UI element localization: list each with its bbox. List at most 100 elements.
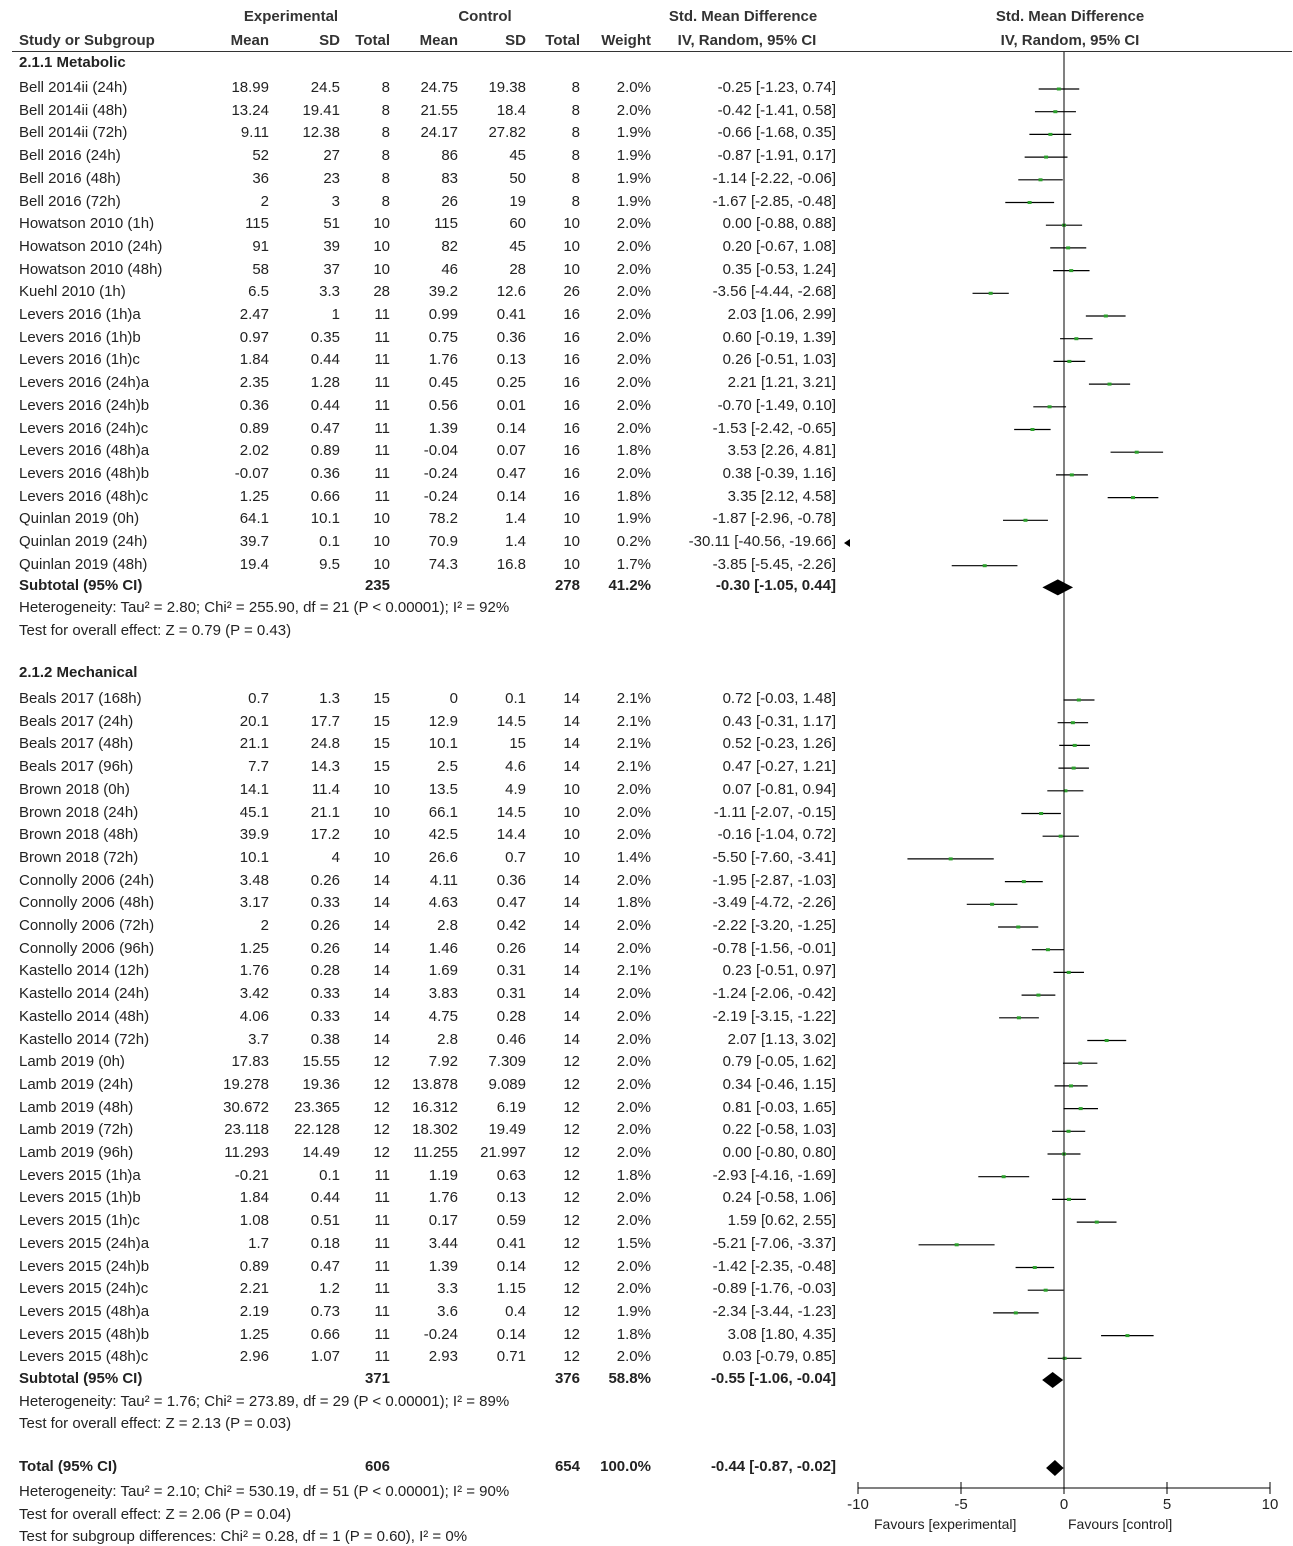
ci-value: -0.66 [-1.68, 0.35]	[717, 124, 836, 142]
exp-total: 10	[373, 510, 390, 528]
point-estimate	[1134, 450, 1139, 454]
ctrl-total: 278	[554, 577, 580, 595]
ctrl-total: 16	[563, 442, 580, 460]
ctrl-total: 14	[563, 894, 580, 912]
weight-value: 2.0%	[616, 1098, 651, 1116]
exp-sd: 37	[323, 260, 340, 278]
ctrl-mean: 78.2	[428, 510, 458, 528]
study-name: Connolly 2006 (96h)	[19, 939, 155, 957]
exp-mean: 45.1	[239, 803, 269, 821]
exp-sd: 3	[331, 192, 340, 210]
weight-value: 1.8%	[616, 1325, 651, 1343]
point-estimate	[1023, 518, 1028, 522]
ctrl-sd: 21.997	[480, 1144, 526, 1161]
ctrl-mean: 86	[441, 147, 458, 165]
exp-total: 28	[373, 283, 390, 301]
exp-total: 11	[374, 328, 390, 346]
exp-total: 10	[373, 237, 390, 255]
weight-value: 2.0%	[616, 464, 651, 482]
ctrl-total: 14	[563, 985, 580, 1003]
ctrl-total: 10	[563, 533, 580, 550]
header-std-mean-diff: Std. Mean Difference	[668, 8, 818, 25]
ctrl-total: 16	[563, 374, 580, 392]
ctrl-mean: 0	[449, 690, 458, 707]
ctrl-total: 10	[563, 215, 580, 233]
ctrl-sd: 12.6	[496, 283, 526, 301]
exp-mean: 1.84	[239, 1189, 269, 1207]
study-name: Connolly 2006 (24h)	[19, 871, 155, 889]
header-ctrl-total: Total	[545, 32, 580, 49]
weight-value: 1.4%	[616, 848, 651, 866]
ctrl-sd: 0.28	[496, 1007, 526, 1025]
ctrl-total: 8	[571, 124, 580, 142]
ctrl-total: 14	[563, 871, 580, 889]
ctrl-mean: 0.99	[428, 306, 458, 323]
exp-mean: 1.25	[239, 939, 269, 957]
point-estimate	[1056, 87, 1061, 91]
exp-sd: 14.49	[302, 1144, 340, 1161]
exp-mean: 39.9	[239, 826, 269, 844]
study-name: Levers 2016 (48h)b	[19, 464, 150, 482]
weight-value: 2.0%	[616, 803, 651, 821]
exp-total: 10	[373, 780, 390, 798]
exp-total: 15	[373, 758, 390, 776]
ctrl-mean: 82	[441, 237, 458, 255]
weight-value: 2.0%	[616, 419, 651, 437]
exp-mean: 52	[252, 147, 269, 165]
ci-value: -1.14 [-2.22, -0.06]	[712, 169, 836, 187]
exp-total: 11	[374, 1212, 390, 1230]
ctrl-total: 12	[563, 1098, 580, 1116]
exp-sd: 1.2	[319, 1280, 340, 1298]
exp-mean: 2	[260, 917, 269, 934]
ctrl-mean: 1.39	[428, 1257, 458, 1275]
x-axis-tick-label: 5	[1162, 1496, 1172, 1513]
study-name: Bell 2014ii (48h)	[19, 101, 128, 119]
ctrl-total: 14	[563, 1030, 580, 1048]
exp-sd: 9.5	[319, 555, 340, 573]
ci-value: 0.38 [-0.39, 1.16]	[722, 464, 836, 482]
summary-label: Subtotal (95% CI)	[19, 577, 143, 595]
ctrl-sd: 27.82	[488, 124, 526, 142]
ctrl-total: 12	[563, 1302, 580, 1320]
exp-mean: 4.06	[239, 1007, 269, 1025]
ci-value: 0.52 [-0.23, 1.26]	[722, 735, 836, 753]
ctrl-sd: 1.4	[505, 510, 526, 528]
exp-sd: 24.8	[310, 735, 340, 753]
ctrl-sd: 19	[509, 192, 526, 210]
study-name: Quinlan 2019 (24h)	[19, 533, 148, 550]
exp-total: 15	[373, 735, 390, 753]
ci-value: 2.21 [1.21, 3.21]	[727, 374, 836, 392]
ci-value: 0.22 [-0.58, 1.03]	[722, 1121, 836, 1139]
study-name: Kastello 2014 (48h)	[19, 1007, 150, 1025]
header-plot-title: Std. Mean Difference	[995, 8, 1145, 25]
study-name: Brown 2018 (0h)	[19, 780, 130, 798]
ctrl-total: 16	[563, 487, 580, 505]
weight-value: 2.0%	[616, 396, 651, 414]
study-name: Levers 2015 (48h)c	[19, 1348, 149, 1366]
study-name: Brown 2018 (48h)	[19, 826, 139, 844]
header-control: Control	[458, 8, 512, 25]
header-exp-sd: SD	[319, 32, 340, 49]
exp-mean: 1.76	[239, 962, 269, 980]
ctrl-mean: -0.24	[423, 487, 458, 505]
exp-total: 14	[373, 1030, 390, 1048]
point-estimate	[1027, 201, 1032, 204]
exp-sd: 12.38	[302, 124, 340, 142]
heterogeneity-text: Heterogeneity: Tau² = 1.76; Chi² = 273.8…	[19, 1393, 510, 1410]
point-estimate	[1125, 1334, 1130, 1338]
study-name: Levers 2015 (1h)c	[19, 1212, 140, 1230]
study-name: Kastello 2014 (12h)	[19, 962, 150, 980]
ctrl-mean: 10.1	[428, 735, 458, 753]
exp-sd: 0.44	[310, 351, 340, 369]
ci-value: -0.25 [-1.23, 0.74]	[717, 79, 836, 96]
ctrl-sd: 14.5	[496, 803, 526, 821]
footer-line: Heterogeneity: Tau² = 2.10; Chi² = 530.1…	[19, 1483, 510, 1500]
ctrl-mean: 3.44	[428, 1234, 458, 1252]
ctrl-mean: 4.75	[428, 1007, 458, 1025]
ctrl-total: 8	[571, 192, 580, 210]
ci-value: -3.49 [-4.72, -2.26]	[712, 894, 836, 912]
point-estimate	[1069, 269, 1074, 273]
ctrl-mean: 16.312	[412, 1098, 458, 1116]
exp-sd: 1.3	[319, 690, 340, 707]
ctrl-mean: 3.6	[437, 1302, 458, 1320]
